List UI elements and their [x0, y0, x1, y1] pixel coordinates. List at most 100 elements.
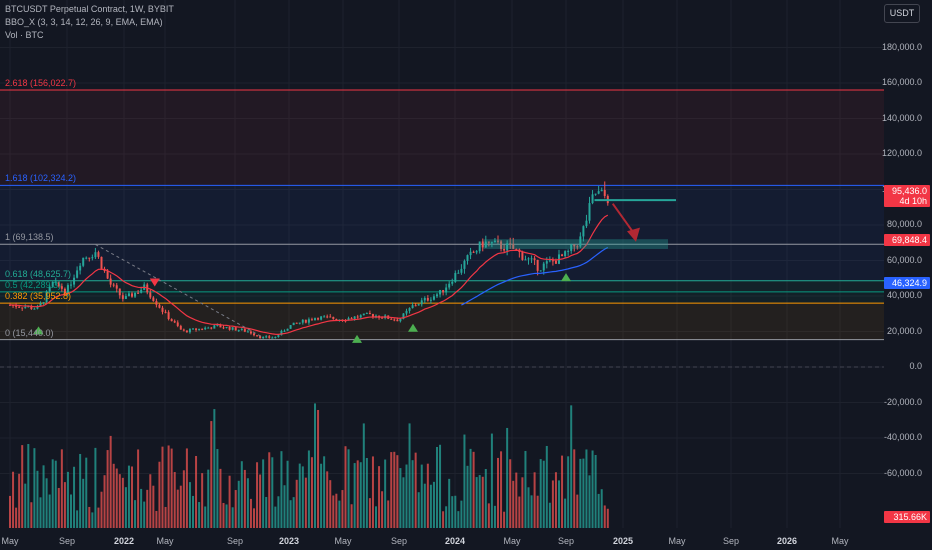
candle-body	[554, 260, 557, 264]
volume-bar	[573, 449, 576, 528]
volume-bar	[216, 449, 219, 528]
candle-body	[570, 244, 573, 251]
currency-button[interactable]: USDT	[884, 4, 920, 23]
volume-bar	[353, 463, 356, 528]
candle-body	[280, 330, 283, 336]
candle-body	[515, 248, 518, 250]
volume-bar	[301, 466, 304, 528]
volume-bar	[33, 448, 36, 528]
fib-band	[0, 280, 884, 292]
buy-signal-icon	[33, 326, 44, 335]
candle-body	[307, 319, 310, 323]
fib-bands	[0, 90, 884, 340]
candle-body	[27, 306, 30, 308]
candle-body	[551, 260, 554, 262]
volume-bar	[54, 460, 57, 528]
candle-body	[79, 265, 82, 271]
volume-bar	[88, 506, 91, 528]
candle-body	[222, 327, 225, 329]
volume-bar	[600, 489, 603, 528]
candle-body	[167, 312, 170, 320]
candle-body	[36, 306, 39, 309]
candle-body	[451, 281, 454, 284]
candle-body	[219, 324, 222, 328]
candle-body	[249, 331, 252, 334]
candle-body	[158, 304, 161, 308]
candle-body	[73, 277, 76, 285]
volume-bar	[594, 455, 597, 528]
candle-body	[176, 322, 179, 326]
indicator-label[interactable]: BBO_X (3, 3, 14, 12, 26, 9, EMA, EMA)	[5, 17, 163, 27]
price-tick: 120,000.0	[881, 148, 922, 158]
fib-band	[0, 185, 884, 245]
candle-body	[539, 270, 542, 272]
candle-body	[317, 318, 320, 320]
time-tick: May	[831, 536, 849, 546]
volume-bar	[588, 475, 591, 528]
volume-bar	[259, 474, 262, 528]
chart-grid	[0, 0, 884, 528]
volume-bar	[149, 474, 152, 528]
volume-bar	[118, 474, 121, 528]
volume-bar	[24, 483, 27, 528]
fib-label: 0 (15,440.0)	[5, 327, 54, 338]
volume-bar	[234, 490, 237, 528]
volume-bar	[112, 463, 115, 528]
volume-bar	[57, 487, 60, 528]
volume-bar	[347, 449, 350, 528]
candle-body	[256, 335, 259, 337]
candle-body	[314, 318, 316, 321]
volume-bar	[524, 450, 527, 528]
volume-bar	[597, 493, 600, 528]
time-tick: 2025	[612, 536, 634, 546]
candle-body	[271, 337, 274, 339]
volume-bar	[445, 506, 448, 528]
volume-bar	[329, 480, 332, 528]
volume-bar	[48, 494, 51, 528]
volume-bar	[127, 465, 130, 528]
volume-bar	[240, 461, 243, 528]
volume-bar	[362, 423, 365, 528]
volume-bar	[182, 470, 185, 528]
candle-body	[600, 190, 603, 192]
volume-bar	[225, 504, 228, 528]
volume-bar	[173, 472, 176, 528]
volume-bar	[518, 496, 521, 528]
candle-body	[472, 251, 475, 253]
fib-band	[0, 244, 884, 281]
volume-bar	[390, 452, 393, 528]
volume-bar	[231, 507, 234, 528]
volume-bar	[396, 455, 399, 528]
time-tick: 2022	[113, 536, 135, 546]
candle-body	[524, 259, 527, 261]
candle-body	[54, 281, 57, 283]
volume-bar	[140, 488, 143, 528]
candle-body	[506, 243, 509, 251]
candles	[9, 181, 609, 340]
candle-body	[137, 292, 140, 294]
volume-bar	[97, 507, 100, 528]
volume-bar	[417, 492, 420, 528]
volume-bar	[564, 498, 567, 528]
volume-bar	[15, 507, 18, 528]
price-tick: 80,000.0	[886, 219, 922, 229]
candle-body	[603, 190, 606, 196]
volume-bar	[100, 491, 103, 528]
symbol-title[interactable]: BTCUSDT Perpetual Contract, 1W, BYBIT	[5, 4, 174, 14]
volume-bar	[286, 460, 289, 528]
volume-bar	[378, 466, 381, 528]
volume-bar	[490, 433, 493, 528]
candle-body	[579, 236, 582, 247]
volume-bar	[121, 477, 124, 528]
candle-body	[268, 336, 271, 338]
price-tick: -20,000.0	[883, 396, 922, 407]
volume-bar	[576, 494, 579, 528]
volume-label[interactable]: Vol · BTC	[5, 30, 44, 40]
candle-body	[420, 300, 423, 305]
volume-bar	[500, 451, 503, 528]
candle-body	[393, 319, 396, 321]
volume-bar	[283, 485, 286, 528]
volume-bar	[457, 511, 460, 528]
candle-body	[375, 315, 377, 317]
